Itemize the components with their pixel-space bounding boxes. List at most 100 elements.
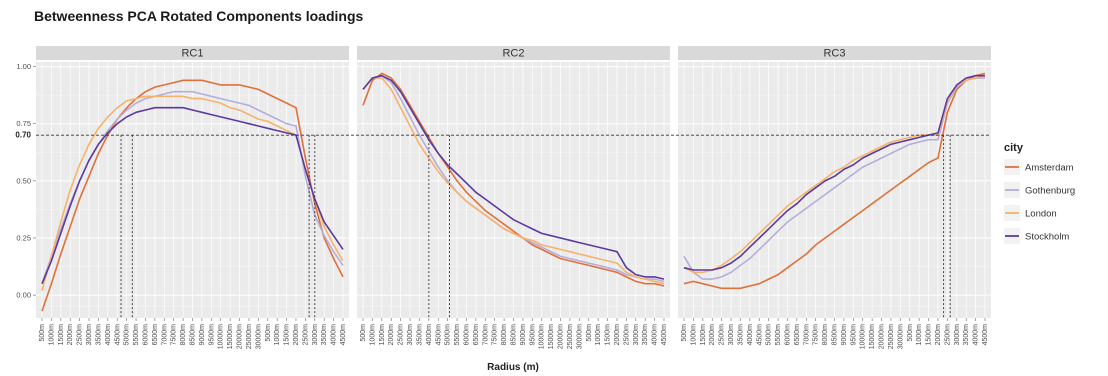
legend-label-gothenburg: Gothenburg — [1025, 186, 1075, 197]
x-tick-label: 6000m — [463, 324, 470, 346]
x-tick-label: 25000m — [246, 324, 253, 349]
x-tick-label: 4000m — [973, 324, 980, 346]
strip-label: RC2 — [502, 48, 524, 60]
x-tick-label: 500m — [681, 324, 688, 342]
x-tick-label: 5000m — [766, 324, 773, 346]
x-tick-label: 15000m — [227, 324, 234, 349]
x-tick-label: 5000m — [445, 324, 452, 346]
x-tick-label: 8500m — [832, 324, 839, 346]
x-tick-label: 500m — [586, 324, 593, 342]
x-tick-label: 1000m — [48, 324, 55, 346]
x-tick-label: 8000m — [180, 324, 187, 346]
strip-background — [36, 46, 349, 60]
x-tick-label: 25000m — [888, 324, 895, 349]
x-tick-label: 20000m — [237, 324, 244, 349]
x-tick-label: 1000m — [690, 324, 697, 346]
x-tick-label: 9000m — [199, 324, 206, 346]
strip-background — [357, 46, 670, 60]
x-tick-label: 1500m — [58, 324, 65, 346]
x-tick-label: 6000m — [784, 324, 791, 346]
legend-label-stockholm: Stockholm — [1025, 232, 1069, 243]
x-tick-label: 30000m — [576, 324, 583, 349]
x-tick-label: 2000m — [709, 324, 716, 346]
x-tick-label: 10000m — [218, 324, 225, 349]
x-tick-label: 3000m — [728, 324, 735, 346]
x-tick-label: 5500m — [454, 324, 461, 346]
x-tick-label: 4000m — [105, 324, 112, 346]
x-tick-label: 3500m — [416, 324, 423, 346]
x-tick-label: 4500m — [661, 324, 668, 346]
x-tick-label: 3500m — [321, 324, 328, 346]
x-tick-label: 7000m — [803, 324, 810, 346]
x-tick-label: 500m — [360, 324, 367, 342]
x-tick-label: 2500m — [623, 324, 630, 346]
x-tick-label: 1500m — [284, 324, 291, 346]
series-line-london — [362, 77, 665, 285]
x-tick-label: 10000m — [539, 324, 546, 349]
x-tick-label: 3000m — [86, 324, 93, 346]
x-tick-label: 2000m — [935, 324, 942, 346]
x-tick-label: 7500m — [492, 324, 499, 346]
x-tick-label: 7000m — [161, 324, 168, 346]
x-tick-label: 4500m — [435, 324, 442, 346]
threshold-label: 0.70 — [15, 131, 31, 140]
x-tick-label: 2000m — [67, 324, 74, 346]
x-axis-title: Radius (m) — [487, 362, 539, 373]
x-tick-label: 2000m — [614, 324, 621, 346]
series-line-london — [683, 74, 986, 274]
x-tick-label: 1500m — [926, 324, 933, 346]
x-tick-label: 500m — [265, 324, 272, 342]
series-line-amsterdam — [362, 72, 665, 287]
x-tick-label: 4500m — [982, 324, 989, 346]
legend-label-london: London — [1025, 209, 1057, 220]
x-tick-label: 1500m — [379, 324, 386, 346]
x-tick-label: 4000m — [426, 324, 433, 346]
x-tick-label: 3500m — [642, 324, 649, 346]
x-tick-label: 1000m — [274, 324, 281, 346]
x-tick-label: 1500m — [700, 324, 707, 346]
x-tick-label: 25000m — [567, 324, 574, 349]
y-tick-label: 0.00 — [16, 291, 31, 300]
x-tick-label: 8500m — [511, 324, 518, 346]
x-tick-label: 500m — [39, 324, 46, 342]
x-tick-label: 4500m — [756, 324, 763, 346]
x-tick-label: 5500m — [133, 324, 140, 346]
x-tick-label: 2500m — [398, 324, 405, 346]
series-line-stockholm — [362, 74, 665, 280]
x-tick-label: 5000m — [124, 324, 131, 346]
y-tick-label: 0.75 — [16, 119, 31, 128]
x-tick-label: 9000m — [841, 324, 848, 346]
x-tick-label: 8000m — [822, 324, 829, 346]
series-line-stockholm — [683, 74, 985, 271]
x-tick-label: 15000m — [548, 324, 555, 349]
x-tick-label: 4500m — [340, 324, 347, 346]
x-tick-label: 15000m — [869, 324, 876, 349]
x-tick-label: 6500m — [473, 324, 480, 346]
x-tick-label: 2000m — [293, 324, 300, 346]
x-tick-label: 30000m — [255, 324, 262, 349]
x-tick-label: 2500m — [719, 324, 726, 346]
x-tick-label: 30000m — [897, 324, 904, 349]
x-tick-label: 3500m — [963, 324, 970, 346]
x-tick-label: 2500m — [944, 324, 951, 346]
x-tick-label: 1500m — [605, 324, 612, 346]
x-tick-label: 1000m — [916, 324, 923, 346]
x-tick-label: 7500m — [813, 324, 820, 346]
x-tick-label: 3000m — [312, 324, 319, 346]
x-tick-label: 6500m — [152, 324, 159, 346]
chart-title: Betweenness PCA Rotated Components loadi… — [34, 8, 364, 24]
strip-label: RC3 — [823, 48, 845, 60]
x-tick-label: 2500m — [77, 324, 84, 346]
legend-title: city — [1004, 142, 1024, 154]
x-tick-label: 3500m — [737, 324, 744, 346]
x-tick-label: 3000m — [407, 324, 414, 346]
x-tick-label: 1000m — [595, 324, 602, 346]
strip-label: RC1 — [181, 48, 203, 60]
series-line-amsterdam — [41, 79, 344, 312]
y-tick-label: 0.25 — [16, 234, 31, 243]
x-tick-label: 2500m — [302, 324, 309, 346]
